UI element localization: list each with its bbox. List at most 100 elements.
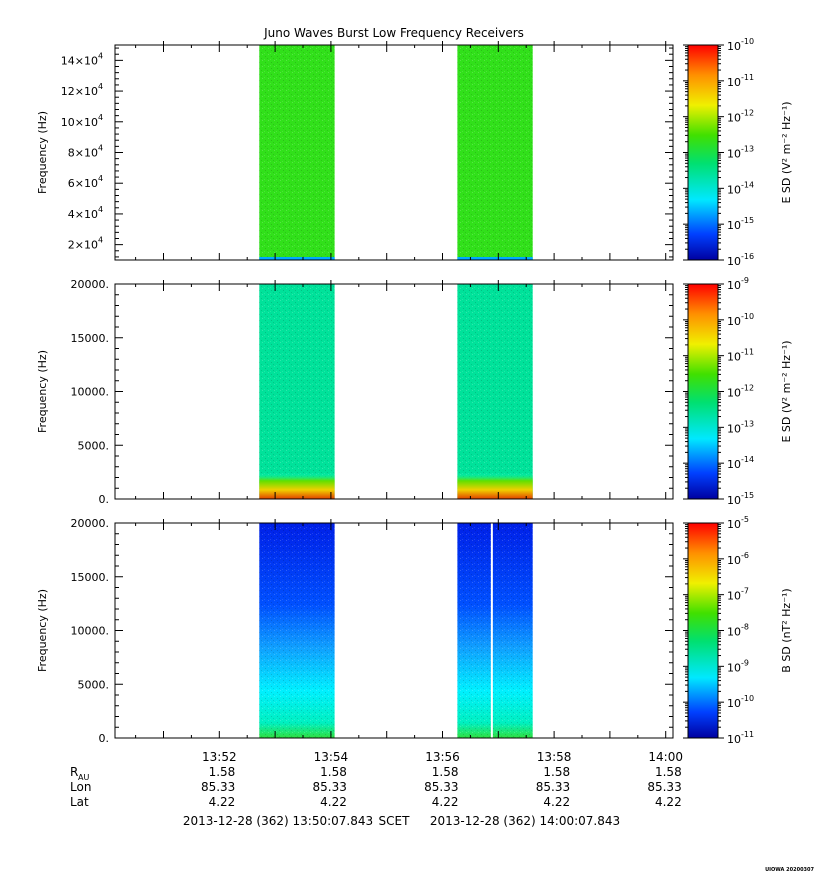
burst-column [457, 284, 533, 499]
colorbar-tick-exponent: -12 [741, 384, 754, 393]
x-tick-label: 13:58 [537, 750, 572, 764]
footer-end: 2013-12-28 (362) 14:00:07.843 [430, 814, 620, 828]
y-tick-label: 15000. [71, 571, 110, 584]
colorbar-tick-exponent: -9 [741, 276, 749, 285]
colorbar-tick-label: 10 [727, 112, 741, 125]
ephemeris-value: 4.22 [320, 795, 347, 809]
burst-texture [259, 284, 335, 499]
y-tick-label: 20000. [71, 278, 110, 291]
burst-texture [457, 523, 533, 738]
colorbar-tick-label: 10 [727, 40, 741, 53]
colorbar-label: B SD (nT² Hz⁻¹) [780, 588, 793, 672]
y-tick-exponent: 4 [98, 174, 103, 183]
x-tick-label: 13:54 [314, 750, 349, 764]
y-tick-label: 5000. [78, 439, 110, 452]
ephemeris-value: 4.22 [543, 795, 570, 809]
y-tick-label: 8×10 [68, 147, 98, 160]
ephemeris-value: 85.33 [424, 780, 458, 794]
y-tick-exponent: 4 [98, 144, 103, 153]
burst-column [457, 523, 533, 738]
footer-frame: SCET [379, 814, 411, 828]
y-tick-exponent: 4 [98, 82, 103, 91]
credit-stamp: UIOWA 20200307 [765, 867, 814, 873]
y-tick-exponent: 4 [98, 236, 103, 245]
y-tick-label: 10000. [71, 386, 110, 399]
colorbar-tick-label: 10 [727, 183, 741, 196]
y-tick-label: 5000. [78, 678, 110, 691]
colorbar-tick-exponent: -13 [741, 145, 754, 154]
ephemeris-label: R [70, 765, 78, 779]
colorbar-label: E SD (V² m⁻² Hz⁻¹) [780, 101, 793, 203]
ephemeris-value: 1.58 [543, 765, 570, 779]
colorbar-tick-exponent: -8 [741, 623, 749, 632]
colorbar-tick-label: 10 [727, 279, 741, 292]
colorbar-scale [687, 522, 719, 739]
y-tick-label: 0. [99, 732, 110, 745]
colorbar-tick-exponent: -6 [741, 551, 749, 560]
ephemeris-value: 1.58 [320, 765, 347, 779]
colorbar-tick-label: 10 [727, 148, 741, 161]
x-tick-label: 13:52 [202, 750, 237, 764]
burst-column [259, 523, 335, 738]
colorbar-tick-exponent: -10 [741, 694, 754, 703]
ephemeris-value: 4.22 [209, 795, 236, 809]
ephemeris-value: 4.22 [432, 795, 459, 809]
burst-column [457, 45, 533, 260]
y-tick-label: 10000. [71, 625, 110, 638]
colorbar-tick-label: 10 [727, 590, 741, 603]
low-frequency-band [457, 257, 533, 260]
x-tick-label: 13:56 [425, 750, 460, 764]
colorbar-tick-label: 10 [727, 661, 741, 674]
low-frequency-band [259, 473, 335, 499]
colorbar-tick-label: 10 [727, 518, 741, 531]
colorbar-tick-label: 10 [727, 697, 741, 710]
y-axis-label: Frequency (Hz) [36, 589, 49, 672]
colorbar-tick-exponent: -12 [741, 109, 754, 118]
colorbar-tick-exponent: -11 [741, 730, 754, 739]
colorbar-tick-exponent: -10 [741, 312, 754, 321]
colorbar-tick-exponent: -5 [741, 515, 749, 524]
colorbar-tick-exponent: -15 [741, 491, 754, 500]
y-tick-label: 6×10 [68, 177, 98, 190]
colorbar-tick-exponent: -15 [741, 216, 754, 225]
ephemeris-value: 85.33 [536, 780, 570, 794]
colorbar-tick-label: 10 [727, 315, 741, 328]
ephemeris-label: Lat [70, 795, 89, 809]
low-frequency-band [259, 257, 335, 260]
ephemeris-value: 1.58 [655, 765, 682, 779]
colorbar-scale [687, 44, 719, 261]
colorbar-tick-label: 10 [727, 255, 741, 268]
panel-3: 0. 5000. 10000. 15000. 20000. Frequency (Hz) 1… [36, 515, 793, 746]
colorbar-tick-label: 10 [727, 422, 741, 435]
y-axis-label: Frequency (Hz) [36, 111, 49, 194]
ephemeris-value: 85.33 [647, 780, 681, 794]
ephemeris-value: 4.22 [655, 795, 682, 809]
ephemeris-label-subscript: AU [78, 773, 89, 782]
colorbar-tick-exponent: -14 [741, 455, 754, 464]
y-tick-label: 20000. [71, 517, 110, 530]
y-tick-exponent: 4 [98, 205, 103, 214]
y-tick-label: 2×10 [68, 239, 98, 252]
colorbar-tick-label: 10 [727, 733, 741, 746]
panel-2: 0. 5000. 10000. 15000. 20000. Frequency (Hz) 1… [36, 276, 793, 507]
colorbar-tick-label: 10 [727, 351, 741, 364]
chart-title: Juno Waves Burst Low Frequency Receivers [263, 26, 524, 40]
colorbar-tick-exponent: -11 [741, 73, 754, 82]
colorbar-tick-label: 10 [727, 626, 741, 639]
burst-texture [259, 45, 335, 260]
colorbar-tick-exponent: -10 [741, 37, 754, 46]
colorbar-tick-label: 10 [727, 76, 741, 89]
colorbar-tick-exponent: -11 [741, 348, 754, 357]
x-tick-label: 14:00 [648, 750, 683, 764]
plot-frame [114, 283, 674, 500]
y-tick-label: 0. [99, 493, 110, 506]
y-tick-label: 12×10 [61, 85, 98, 98]
ephemeris-value: 1.58 [432, 765, 459, 779]
burst-texture [457, 45, 533, 260]
y-tick-label: 10×10 [61, 116, 98, 129]
plot-frame [114, 522, 674, 739]
colorbar-tick-exponent: -16 [741, 252, 754, 261]
